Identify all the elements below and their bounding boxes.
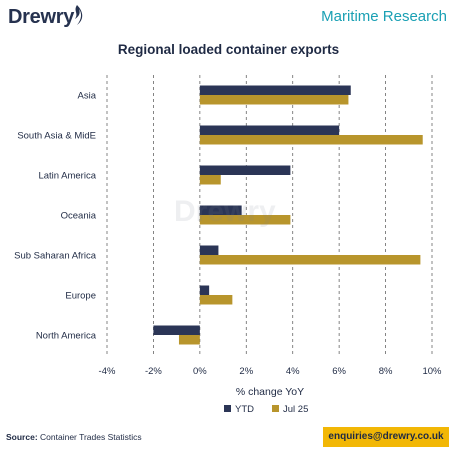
legend-label: Jul 25 <box>283 404 308 415</box>
bar-ytd <box>199 205 242 215</box>
legend-label: YTD <box>235 404 254 415</box>
bar-jul25 <box>178 335 200 345</box>
legend-swatch <box>224 405 231 412</box>
source-text: Container Trades Statistics <box>40 432 142 442</box>
category-label: Europe <box>65 291 96 302</box>
category-label: Oceania <box>61 211 97 222</box>
flame-icon <box>75 5 83 25</box>
drewry-logo: Drewry <box>8 6 75 28</box>
chart-title: Regional loaded container exports <box>117 42 340 57</box>
source-label: Source: <box>6 432 38 442</box>
category-label: South Asia & MidE <box>17 131 96 142</box>
source-note: Source: Container Trades Statistics <box>6 432 142 442</box>
bar-jul25 <box>199 135 423 145</box>
category-label: North America <box>36 331 97 342</box>
bar-jul25 <box>199 95 349 105</box>
report-header: Drewry Maritime Research <box>0 0 457 36</box>
brand-title: Maritime Research <box>321 8 447 25</box>
x-tick-label: -4% <box>99 366 116 377</box>
bar-jul25 <box>199 255 421 265</box>
x-tick-label: 4% <box>286 366 300 377</box>
bar-jul25 <box>199 215 291 225</box>
x-tick-label: -2% <box>145 366 162 377</box>
bar-ytd <box>199 245 219 255</box>
bar-ytd <box>199 125 340 135</box>
category-label: Latin America <box>38 171 96 182</box>
bar-jul25 <box>199 295 233 305</box>
x-tick-label: 8% <box>379 366 393 377</box>
x-tick-label: 6% <box>332 366 346 377</box>
x-tick-label: 2% <box>239 366 253 377</box>
bar-ytd <box>153 325 200 335</box>
category-label: Asia <box>78 91 97 102</box>
x-axis-label: % change YoY <box>236 386 304 398</box>
bar-ytd <box>199 85 351 95</box>
x-tick-label: 0% <box>193 366 207 377</box>
contact-email[interactable]: enquiries@drewry.co.uk <box>323 427 449 447</box>
chart-legend: YTD Jul 25 <box>224 404 308 415</box>
bar-ytd <box>199 285 210 295</box>
x-tick-label: 10% <box>422 366 442 377</box>
legend-swatch <box>272 405 279 412</box>
bar-jul25 <box>199 175 221 185</box>
bar-ytd <box>199 165 291 175</box>
category-label: Sub Saharan Africa <box>14 251 97 262</box>
